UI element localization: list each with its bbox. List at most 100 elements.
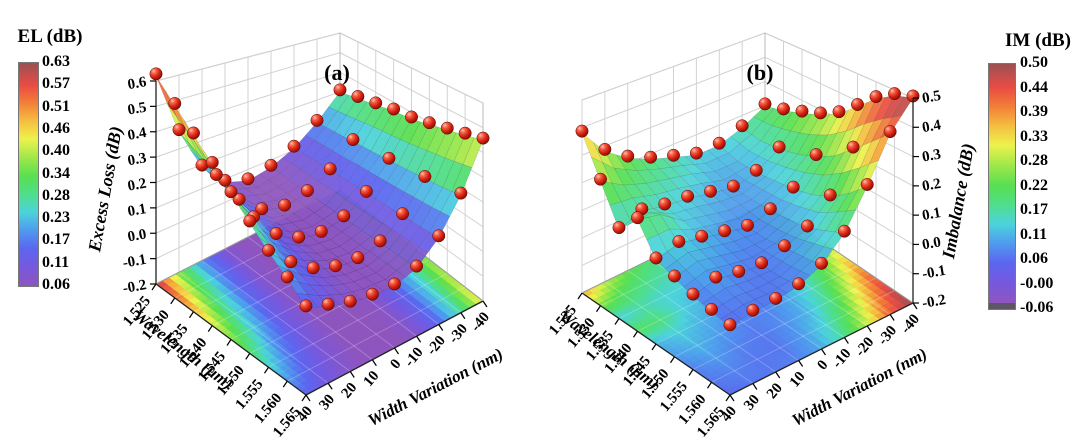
data-point-sphere [299, 299, 313, 313]
z-tick-label: 0.6 [126, 74, 148, 93]
data-point-sphere [723, 318, 737, 332]
data-point-sphere [351, 90, 365, 103]
wall-grid-line [581, 81, 766, 156]
data-point-sphere [795, 104, 809, 118]
colorbar-excess-loss: EL (dB) 0.63 0.57 0.51 0.46 0.40 0.34 0.28 0.23… [8, 26, 92, 306]
data-point-sphere [832, 105, 846, 119]
data-point-sphere [292, 230, 306, 244]
colorbar-tick-label: -0.00 [1020, 274, 1054, 292]
colorbar-tick-label: 0.51 [42, 97, 70, 115]
projection-grid-line [201, 260, 351, 372]
data-point-sphere [792, 277, 806, 291]
data-point-sphere [264, 158, 278, 172]
data-point-sphere [749, 163, 763, 177]
data-point-sphere [705, 302, 718, 316]
data-point-sphere [172, 123, 186, 137]
z-tick-label: 0.4 [921, 117, 943, 136]
x-tick [282, 380, 288, 388]
data-point-sphere [278, 198, 292, 212]
z-tick-label: 0.1 [921, 205, 942, 224]
colorbar-tick-label: 0.23 [42, 209, 70, 227]
data-point-sphere [209, 168, 223, 181]
z-tick-label: 0.0 [921, 234, 942, 253]
data-point-sphere [814, 106, 827, 120]
y-tick [416, 335, 422, 343]
data-point-sphere [310, 113, 324, 127]
colorbar-imbalance: IM (dB) 0.50 0.44 0.39 0.33 0.28 0.22 0.17 0.11… [986, 30, 1080, 325]
y-tick-label: 20 [338, 380, 360, 402]
x-tick [301, 394, 307, 402]
data-point-sphere [712, 136, 726, 150]
data-point-sphere [387, 102, 401, 116]
x-tick [651, 343, 657, 351]
y-tick [305, 394, 311, 402]
data-point-sphere [851, 98, 864, 111]
colorbar-tick-label: 0.50 [1020, 54, 1048, 71]
panel-b-zaxis-title: Imbalance (dB) [938, 142, 979, 261]
colorbar-tick-label: 0.57 [42, 75, 70, 93]
y-tick [912, 302, 918, 310]
y-tick-label: -20 [852, 334, 877, 360]
data-point-sphere [621, 149, 635, 163]
x-tick [170, 297, 176, 305]
x-tick [670, 356, 675, 364]
z-tick-label: -0.2 [921, 292, 947, 312]
data-point-sphere [243, 214, 257, 228]
data-point-sphere [422, 116, 436, 130]
data-point-sphere [704, 184, 717, 198]
data-point-sphere [735, 119, 749, 133]
x-tick [226, 339, 232, 346]
x-tick [614, 318, 620, 325]
data-point-sphere [709, 270, 723, 284]
projection-grid-line [268, 272, 448, 368]
x-tick [577, 292, 583, 300]
x-tick [688, 369, 694, 376]
y-tick-label: 30 [741, 392, 763, 414]
data-point-sphere [306, 261, 320, 275]
data-point-sphere [594, 172, 607, 186]
data-point-sphere [337, 209, 351, 223]
data-point-sphere [667, 148, 680, 162]
data-point-sphere [732, 264, 746, 278]
colorbar-tick-label: 0.63 [42, 53, 70, 70]
colorbar-tick-label: 0.28 [1020, 152, 1048, 169]
projection-grid-line [711, 290, 895, 383]
y-tick [821, 348, 826, 356]
colorbar-im-title: IM (dB) [1005, 30, 1071, 51]
colorbar-tick-label: 0.39 [1020, 103, 1048, 120]
colorbar-tick-label: 0.34 [42, 164, 70, 182]
data-point-sphere [746, 303, 760, 317]
wall-grid-line [581, 56, 766, 129]
wall-grid-line [155, 52, 341, 107]
data-point-sphere [778, 239, 791, 253]
wall-grid-line [581, 32, 766, 101]
data-point-sphere [405, 110, 418, 124]
y-tick [438, 324, 444, 331]
y-tick-label: 20 [764, 380, 786, 402]
data-point-sphere [689, 146, 703, 160]
x-tick [189, 311, 194, 319]
data-point-sphere [809, 148, 823, 162]
y-tick [482, 300, 488, 308]
data-point-sphere [373, 234, 387, 248]
y-tick [327, 382, 333, 390]
colorbar-tick-label: 0.06 [1020, 250, 1048, 267]
projection-grid-line [178, 271, 329, 384]
z-tick-label: -0.1 [921, 263, 947, 283]
x-tick [207, 325, 213, 332]
colorbar-tick-label: 0.11 [1020, 225, 1048, 243]
wall-grid-line [764, 32, 914, 99]
data-point-sphere [575, 124, 589, 138]
z-tick-label: 0.1 [126, 201, 147, 220]
projection-grid-line [674, 265, 858, 358]
colorbar-im-gradient [988, 63, 1016, 310]
y-tick [866, 325, 872, 333]
data-point-sphere [644, 150, 658, 164]
wall-grid-line [155, 32, 341, 82]
data-point-sphere [280, 270, 294, 284]
data-point-sphere [382, 151, 396, 165]
data-point-sphere [410, 259, 424, 273]
data-point-sphere [369, 96, 383, 110]
data-point-sphere [658, 197, 672, 211]
